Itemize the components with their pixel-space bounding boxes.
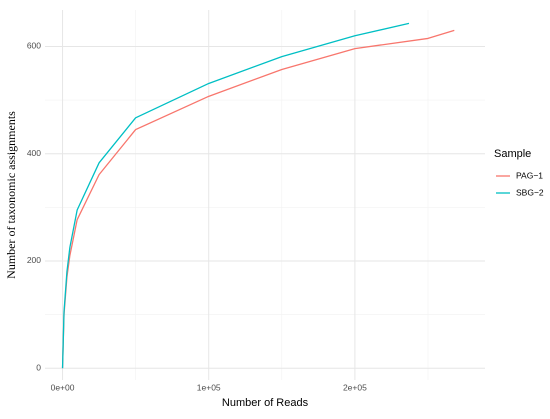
- series-line: [61, 22, 410, 369]
- x-tick-label: 2e+05: [343, 382, 367, 392]
- y-tick-label: 400: [27, 148, 41, 158]
- y-tick-label: 600: [27, 41, 41, 51]
- legend-label: PAG−1: [516, 170, 543, 180]
- series-line: [61, 29, 455, 369]
- x-tick-label: 1e+05: [197, 382, 221, 392]
- y-axis-title: Number of taxonomic assignments: [4, 111, 18, 279]
- legend-title: Sample: [494, 148, 531, 160]
- y-tick-label: 200: [27, 255, 41, 265]
- y-tick-label: 0: [36, 362, 41, 372]
- x-axis-title: Number of Reads: [222, 397, 309, 409]
- legend-label: SBG−2: [516, 187, 544, 197]
- x-tick-label: 0e+00: [51, 382, 75, 392]
